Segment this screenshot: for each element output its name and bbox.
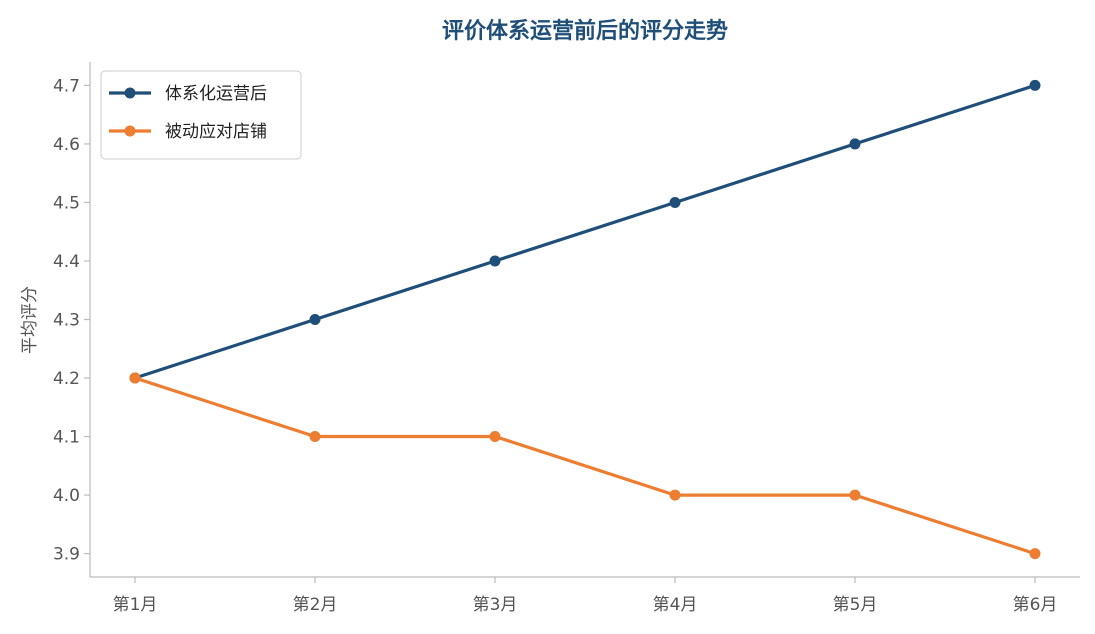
data-point [1029, 79, 1041, 91]
y-tick-label: 4.3 [53, 311, 80, 331]
y-tick-label: 4.7 [53, 76, 80, 96]
x-tick-label: 第1月 [113, 595, 158, 615]
y-axis-label: 平均评分 [20, 286, 40, 354]
legend-label: 体系化运营后 [165, 84, 267, 104]
series-1 [129, 79, 1041, 384]
legend-item: 被动应对店铺 [109, 122, 267, 142]
y-tick-label: 4.0 [53, 486, 80, 506]
x-tick-label: 第3月 [473, 595, 518, 615]
data-point [129, 372, 141, 384]
data-point [669, 489, 681, 501]
x-tick-label: 第6月 [1013, 595, 1058, 615]
data-point [309, 431, 321, 443]
data-point [849, 489, 861, 501]
x-tick-label: 第5月 [833, 595, 878, 615]
data-point [489, 255, 501, 267]
y-tick-label: 4.5 [53, 193, 80, 213]
legend-item: 体系化运营后 [109, 84, 267, 104]
series-layer [129, 79, 1041, 560]
legend-marker [124, 87, 136, 99]
series-line [133, 83, 1037, 380]
data-point [489, 431, 501, 443]
data-point [669, 196, 681, 208]
y-tick-label: 4.2 [53, 369, 80, 389]
axes: 3.9 4.0 4.1 4.2 4.3 4.4 4.5 4.6 4.7 第1月 第2月 第3月 第4月 第… [53, 62, 1080, 615]
y-tick-label: 3.9 [53, 545, 80, 565]
chart-title: 评价体系运营前后的评分走势 [442, 18, 728, 44]
y-tick-label: 4.4 [53, 252, 80, 272]
legend-marker [124, 125, 136, 137]
series-2 [129, 372, 1041, 560]
series-line [133, 376, 1037, 556]
data-point [1029, 548, 1041, 560]
legend-label: 被动应对店铺 [165, 122, 267, 142]
data-point [849, 138, 861, 150]
y-tick-label: 4.1 [53, 428, 80, 448]
data-point [309, 314, 321, 325]
x-tick-label: 第4月 [653, 595, 698, 615]
y-tick-label: 4.6 [53, 135, 80, 155]
x-tick-label: 第2月 [293, 595, 338, 615]
